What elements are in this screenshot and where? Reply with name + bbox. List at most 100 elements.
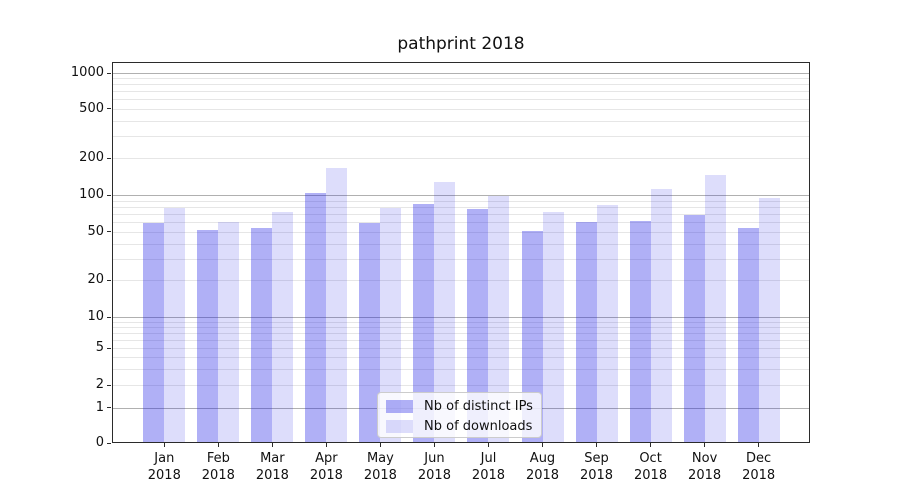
y-tick-label: 1 <box>95 399 104 415</box>
x-tick-mark <box>542 443 543 447</box>
x-tick-mark <box>271 443 273 447</box>
minor-gridline <box>112 222 810 224</box>
legend-swatch-distinct-ips <box>386 400 413 413</box>
bar-ips-mar <box>251 227 273 443</box>
bar-ips-feb <box>197 229 219 443</box>
bar-downloads-oct <box>650 188 672 443</box>
x-tick-mark <box>758 443 760 447</box>
bar-downloads-jan <box>164 208 186 443</box>
x-tick-label: Sep 2018 <box>579 451 614 483</box>
bar-ips-nov <box>683 214 705 443</box>
bar-downloads-jul <box>488 195 510 443</box>
bar-ips-aug <box>521 230 543 443</box>
bar-ips-dec <box>737 227 759 443</box>
x-tick-mark <box>704 443 706 447</box>
bar-ips-apr <box>305 193 327 443</box>
legend-item-distinct-ips: Nb of distinct IPs <box>386 397 541 416</box>
bar-downloads-sep <box>596 204 618 443</box>
minor-gridline <box>112 280 810 282</box>
minor-gridline <box>112 84 810 86</box>
bar-downloads-apr <box>326 168 348 443</box>
bar-ips-oct <box>629 221 651 443</box>
y-tick-label: 1000 <box>70 65 104 80</box>
x-tick-label: Nov 2018 <box>688 451 722 483</box>
major-gridline <box>112 195 810 196</box>
y-tick-mark <box>107 279 111 281</box>
minor-gridline <box>112 385 810 386</box>
x-tick-label: Dec 2018 <box>742 451 776 483</box>
minor-gridline <box>112 108 810 110</box>
minor-gridline <box>112 340 810 342</box>
bar-ips-sep <box>575 222 597 443</box>
y-tick-label: 10 <box>87 309 104 324</box>
major-gridline <box>112 73 810 74</box>
y-tick-label: 0 <box>95 435 104 450</box>
minor-gridline <box>112 136 810 138</box>
minor-gridline <box>112 206 810 208</box>
legend-label-distinct-ips: Nb of distinct IPs <box>424 399 533 414</box>
x-tick-label: Jan 2018 <box>147 451 181 483</box>
x-tick-mark <box>217 443 219 447</box>
y-tick-label: 5 <box>95 340 104 356</box>
plot-area <box>112 62 810 443</box>
y-tick-label: 200 <box>79 150 104 166</box>
x-tick-mark <box>325 443 327 447</box>
y-tick-label: 100 <box>79 187 104 202</box>
y-tick-mark <box>107 108 111 110</box>
bar-ips-jan <box>143 222 165 443</box>
chart-title: pathprint 2018 <box>397 34 525 54</box>
x-tick-label: Jun 2018 <box>417 451 451 483</box>
y-tick-label: 20 <box>87 272 104 288</box>
legend-label-downloads: Nb of downloads <box>424 419 533 434</box>
y-tick-mark <box>107 384 111 386</box>
x-tick-mark <box>163 443 165 447</box>
y-tick-mark <box>107 231 111 233</box>
minor-gridline <box>112 200 810 202</box>
y-tick-label: 50 <box>87 223 104 239</box>
x-tick-label: May 2018 <box>363 451 397 483</box>
x-tick-label: Feb 2018 <box>201 451 235 483</box>
x-tick-label: Mar 2018 <box>255 451 289 483</box>
bar-downloads-nov <box>704 175 726 443</box>
y-tick-mark <box>107 157 111 159</box>
minor-gridline <box>112 91 810 93</box>
major-gridline <box>112 317 810 318</box>
minor-gridline <box>112 99 810 101</box>
minor-gridline <box>112 333 810 335</box>
x-tick-mark <box>487 443 489 447</box>
minor-gridline <box>112 348 810 350</box>
y-tick-mark <box>107 442 111 444</box>
minor-gridline <box>112 120 810 122</box>
minor-gridline <box>112 213 810 215</box>
minor-gridline <box>112 78 810 80</box>
y-tick-mark <box>107 316 111 318</box>
y-tick-label: 500 <box>79 100 104 116</box>
minor-gridline <box>112 327 810 329</box>
minor-gridline <box>112 357 810 359</box>
legend: Nb of distinct IPs Nb of downloads <box>377 392 542 438</box>
minor-gridline <box>112 368 810 370</box>
x-tick-label: Apr 2018 <box>309 451 343 483</box>
y-tick-mark <box>107 407 111 408</box>
y-tick-mark <box>107 347 111 349</box>
legend-item-downloads: Nb of downloads <box>386 417 541 436</box>
x-tick-label: Aug 2018 <box>525 451 560 483</box>
bar-downloads-may <box>380 208 402 443</box>
x-tick-label: Oct 2018 <box>634 451 668 483</box>
x-tick-mark <box>433 443 435 447</box>
y-tick-mark <box>107 194 111 196</box>
bar-ips-jul <box>467 208 489 443</box>
y-tick-label: 2 <box>95 377 104 392</box>
minor-gridline <box>112 258 810 260</box>
y-tick-mark <box>107 72 111 74</box>
bar-downloads-dec <box>758 197 780 443</box>
bar-downloads-mar <box>272 211 294 443</box>
x-tick-mark <box>650 443 652 447</box>
minor-gridline <box>112 321 810 323</box>
bar-ips-may <box>359 222 381 443</box>
legend-swatch-downloads <box>386 420 413 433</box>
x-tick-mark <box>596 443 598 447</box>
x-tick-mark <box>379 443 381 447</box>
minor-gridline <box>112 158 810 160</box>
